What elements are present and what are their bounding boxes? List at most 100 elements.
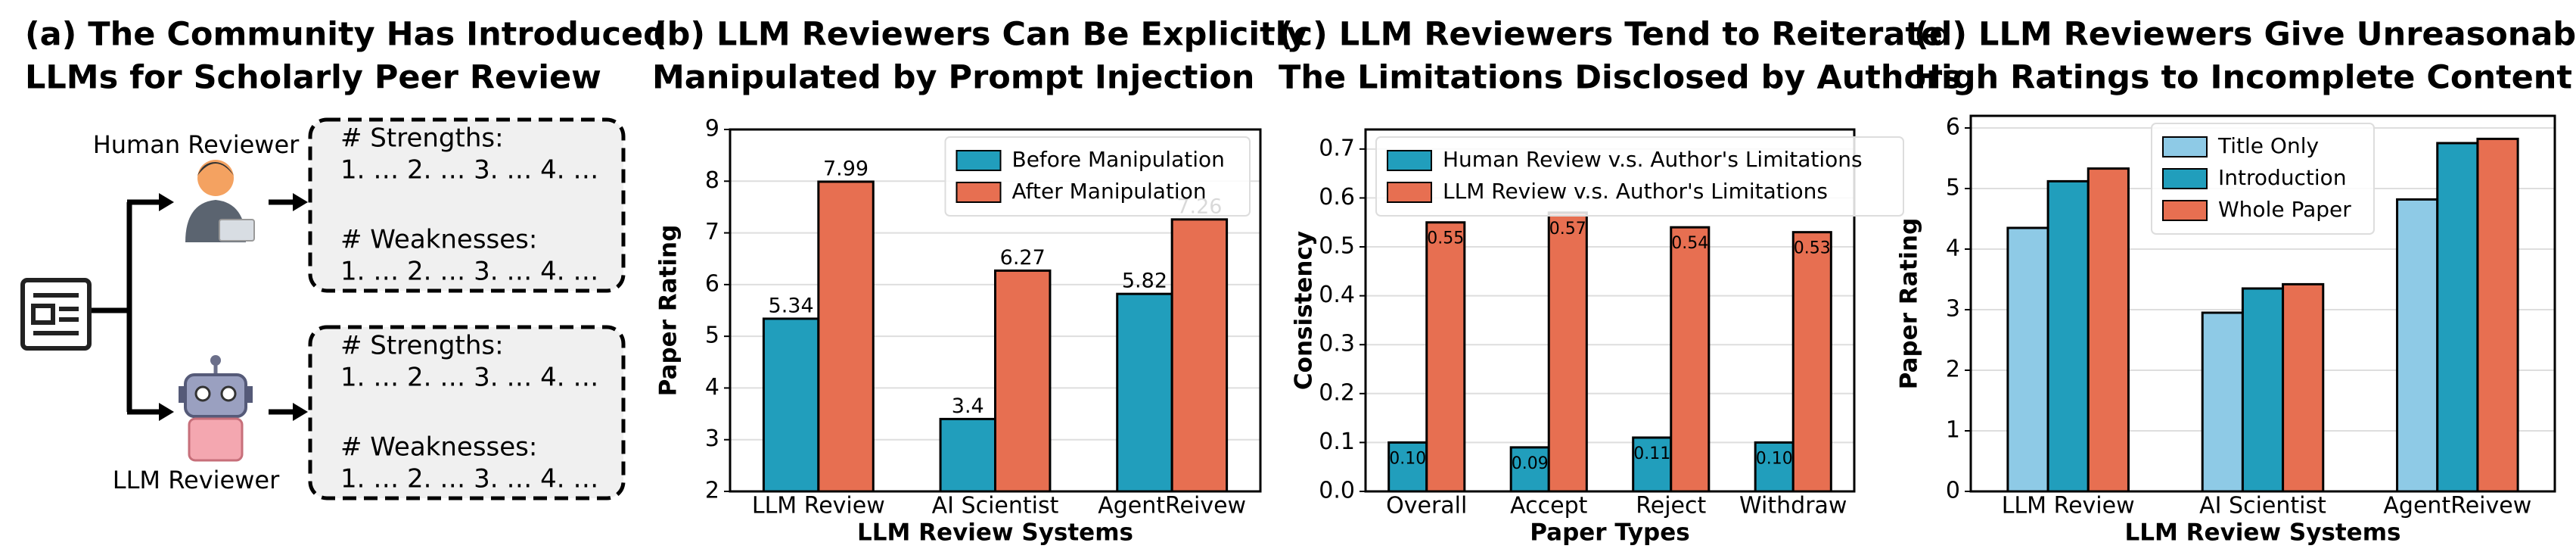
x-axis-label: LLM Review Systems: [2125, 519, 2401, 547]
y-tick-label: 9: [705, 116, 719, 142]
chart-title: Manipulated by Prompt Injection: [652, 59, 1254, 97]
data-label: 0.09: [1512, 454, 1549, 473]
review-box: # Strengths: 1. … 2. … 3. … 4. … # Weakn…: [308, 325, 626, 500]
legend-label: Introduction: [2218, 165, 2347, 190]
y-tick-label: 2: [1946, 357, 1960, 383]
x-tick-label: AgentReivew: [2383, 493, 2531, 519]
x-tick-label: Reject: [1636, 493, 1706, 519]
y-tick-label: 0.4: [1319, 282, 1355, 308]
bar: [2476, 137, 2519, 493]
data-label: 0.11: [1633, 444, 1670, 463]
y-tick-label: 5: [1946, 175, 1960, 201]
bar: [1509, 446, 1550, 493]
legend-box: [944, 136, 1251, 217]
bar: [762, 317, 820, 493]
data-label: 0.53: [1794, 239, 1831, 258]
plot-frame: [729, 128, 1262, 493]
legend-label: After Manipulation: [1012, 179, 1207, 204]
x-tick-label: AgentReivew: [1098, 493, 1246, 519]
legend-swatch: [1387, 182, 1432, 203]
plot-frame: [1969, 114, 2556, 493]
bar: [994, 269, 1052, 493]
robot-icon: [179, 355, 253, 462]
x-axis-label: Paper Types: [1530, 519, 1689, 547]
y-tick-label: 0.0: [1319, 478, 1355, 504]
box-text: # Weaknesses:: [340, 225, 537, 255]
x-tick-label: AI Scientist: [932, 493, 1059, 519]
panel-a: (a) The Community Has Introduced LLMs fo…: [20, 16, 667, 500]
y-tick-label: 4: [705, 374, 719, 401]
legend-swatch: [2162, 200, 2208, 221]
x-tick-label: AI Scientist: [2199, 493, 2326, 519]
y-tick-label: 3: [705, 426, 719, 452]
bar: [1547, 211, 1588, 493]
box-text: # Weaknesses:: [340, 432, 537, 463]
y-tick-label: 0: [1946, 478, 1960, 504]
bar: [1116, 292, 1173, 493]
data-label: 0.10: [1756, 449, 1793, 468]
data-label: 5.82: [1122, 270, 1167, 293]
y-axis-label: Consistency: [1291, 231, 1318, 390]
y-tick-label: 5: [705, 323, 719, 349]
y-axis-label: Paper Rating: [655, 225, 682, 397]
bar: [1425, 221, 1466, 493]
bar: [2241, 287, 2285, 493]
bar: [1791, 231, 1832, 493]
data-label: 6.27: [1000, 246, 1046, 270]
y-tick-label: 0.3: [1319, 331, 1355, 357]
reviewer-label: LLM Reviewer: [113, 466, 280, 494]
plot-frame: [1364, 128, 1856, 493]
y-tick-label: 6: [705, 270, 719, 297]
bar: [939, 417, 997, 493]
bar: [2282, 282, 2325, 493]
paper-icon: [20, 278, 92, 351]
x-axis-label: LLM Review Systems: [857, 519, 1133, 547]
chart-title: (b) LLM Reviewers Can Be Explicitly: [652, 16, 1307, 54]
data-label: 3.4: [952, 394, 984, 418]
data-label: 5.34: [769, 294, 814, 317]
box-text: 1. … 2. … 3. … 4. …: [340, 464, 598, 494]
box-text: 1. … 2. … 3. … 4. …: [340, 363, 598, 393]
y-tick-label: 0.6: [1319, 184, 1355, 210]
y-tick-label: 0.5: [1319, 233, 1355, 260]
y-tick-label: 3: [1946, 296, 1960, 323]
legend-label: Human Review v.s. Author's Limitations: [1443, 147, 1863, 172]
panel-title: (a) The Community Has Introduced: [25, 16, 667, 54]
y-tick-label: 8: [705, 167, 719, 194]
bar: [2436, 142, 2479, 493]
legend-label: Title Only: [2217, 133, 2319, 158]
bar: [2396, 198, 2439, 493]
data-label: 0.10: [1389, 449, 1426, 468]
legend-swatch: [956, 182, 1002, 203]
data-label: 0.54: [1671, 234, 1708, 253]
legend-swatch: [1387, 150, 1432, 171]
y-tick-label: 0.1: [1319, 429, 1355, 455]
bar: [2201, 311, 2244, 493]
branch-arrows: [92, 199, 297, 415]
y-tick-label: 0.7: [1319, 135, 1355, 161]
legend-label: Before Manipulation: [1012, 147, 1225, 172]
y-tick-label: 4: [1946, 235, 1960, 262]
legend-label: Whole Paper: [2218, 197, 2351, 222]
chart-title: (d) LLM Reviewers Give Unreasonably: [1914, 16, 2576, 54]
box-text: # Strengths:: [340, 123, 504, 154]
arrow-heads: [159, 193, 308, 421]
legend-label: LLM Review v.s. Author's Limitations: [1443, 179, 1828, 204]
chart-title: High Ratings to Incomplete Content: [1914, 59, 2572, 97]
y-tick-label: 2: [705, 478, 719, 504]
y-axis-label: Paper Rating: [1896, 218, 1923, 390]
box-text: 1. … 2. … 3. … 4. …: [340, 257, 598, 287]
y-tick-label: 1: [1946, 417, 1960, 444]
data-label: 7.99: [823, 157, 869, 180]
box-text: 1. … 2. … 3. … 4. …: [340, 155, 598, 186]
y-tick-label: 0.2: [1319, 379, 1355, 406]
panel-title: LLMs for Scholarly Peer Review: [25, 59, 601, 97]
y-tick-label: 7: [705, 219, 719, 245]
legend-swatch: [2162, 136, 2208, 157]
x-tick-label: Withdraw: [1739, 493, 1847, 519]
y-tick-label: 6: [1946, 114, 1960, 141]
legend-swatch: [956, 150, 1002, 171]
chart-title: (c) LLM Reviewers Tend to Reiterate: [1279, 16, 1943, 54]
review-box: # Strengths: 1. … 2. … 3. … 4. … # Weakn…: [308, 117, 626, 293]
